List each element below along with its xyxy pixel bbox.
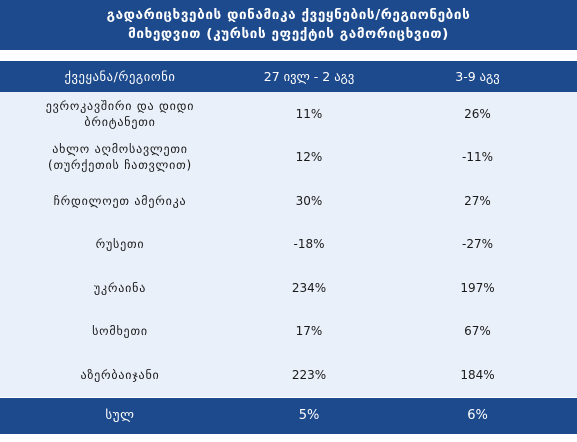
column-header-region: ქვეყანა/რეგიონი [64,69,176,84]
column-header-week2: 3-9 აგვ [455,69,500,84]
week1-value-cell: 234% [291,280,327,295]
table-row: ჩრდილოეთ ამერიკა 30% 27% [0,179,577,223]
region-cell: სომხეთი [92,324,148,339]
table-row: რუსეთი -18% -27% [0,222,577,266]
table-row: უკრაინა 234% 197% [0,266,577,310]
region-cell: ახლო აღმოსავლეთი (თურქეთის ჩათვლით) [47,142,193,173]
region-cell: ევროკავშირი და დიდი ბრიტანეთი [45,98,195,129]
table-row: სომხეთი 17% 67% [0,309,577,353]
total-week2-cell: 6% [467,408,488,423]
week1-value-cell: 12% [295,150,323,165]
table-row: ახლო აღმოსავლეთი (თურქეთის ჩათვლით) 12% … [0,135,577,179]
table-total-row: სულ 5% 6% [0,397,577,434]
total-label-cell: სულ [105,408,135,423]
week2-value-cell: 197% [460,280,495,295]
table-title: გადარიცხვების დინამიკა ქვეყნების/რეგიონე… [0,0,577,50]
week2-value-cell: -11% [461,150,493,165]
remittance-table: ქვეყანა/რეგიონი 27 ივლ - 2 აგვ 3-9 აგვ ე… [0,61,577,434]
week1-value-cell: 223% [291,367,327,382]
week2-value-cell: 26% [464,106,491,121]
week2-value-cell: 184% [460,367,495,382]
region-cell: რუსეთი [95,237,145,252]
table-row: ევროკავშირი და დიდი ბრიტანეთი 11% 26% [0,92,577,136]
week1-value-cell: 30% [295,193,323,208]
table-header-row: ქვეყანა/რეგიონი 27 ივლ - 2 აგვ 3-9 აგვ [0,61,577,92]
week1-value-cell: 17% [295,324,323,339]
region-cell: ჩრდილოეთ ამერიკა [53,193,187,208]
column-header-week1: 27 ივლ - 2 აგვ [263,69,355,84]
total-week1-cell: 5% [298,408,320,423]
table-row: აზერბაიჯანი 223% 184% [0,353,577,397]
week2-value-cell: -27% [461,237,493,252]
week2-value-cell: 67% [464,324,491,339]
week1-value-cell: -18% [293,237,325,252]
week1-value-cell: 11% [295,106,323,121]
week2-value-cell: 27% [464,193,491,208]
region-cell: უკრაინა [93,280,147,295]
region-cell: აზერბაიჯანი [80,367,160,382]
